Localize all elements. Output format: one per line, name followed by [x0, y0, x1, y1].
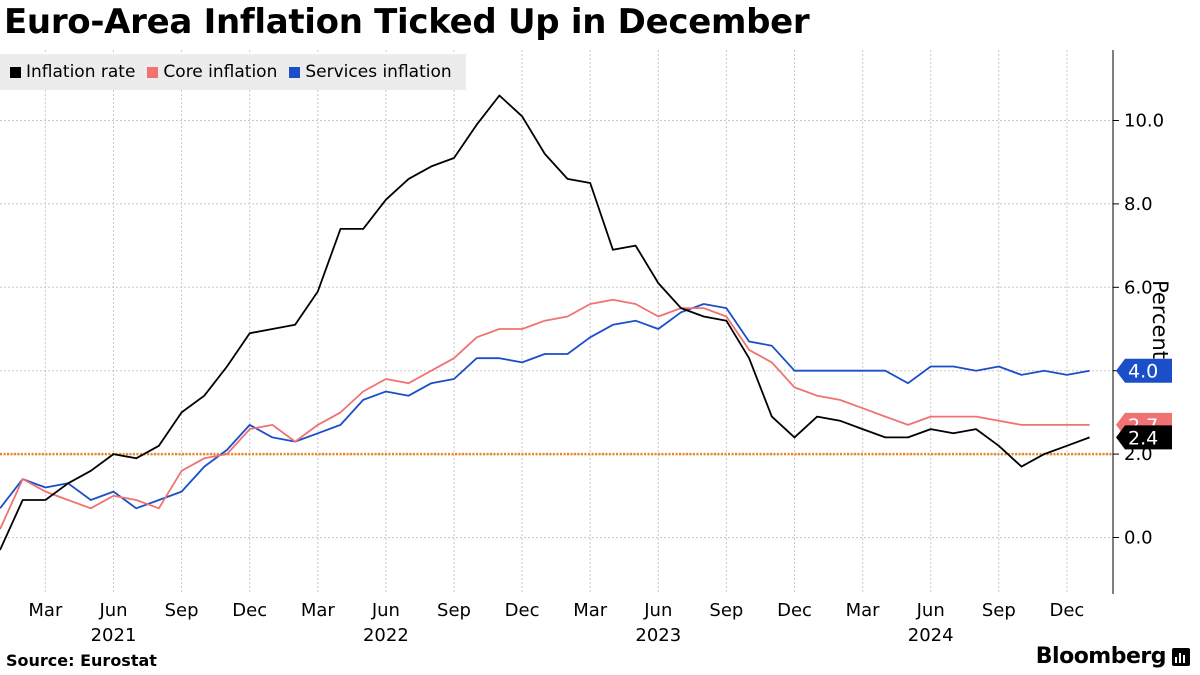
legend-item-core: Core inflation: [147, 62, 277, 82]
x-tick-label: Jun: [916, 600, 945, 621]
x-tick-label: Mar: [846, 600, 881, 621]
x-tick-label: Dec: [505, 600, 540, 621]
inflation-flag: [1116, 425, 1172, 450]
x-tick-label: Sep: [709, 600, 743, 621]
x-tick-label: Sep: [165, 600, 199, 621]
chart-title: Euro-Area Inflation Ticked Up in Decembe…: [4, 2, 810, 42]
brand-logo: Bloomberg: [1036, 644, 1190, 669]
x-tick-label: Dec: [777, 600, 812, 621]
x-tick-label: Jun: [371, 600, 400, 621]
x-tick-label: Jun: [643, 600, 672, 621]
x-tick-label: Mar: [301, 600, 336, 621]
y-tick-label: 10.0: [1124, 111, 1164, 132]
legend-label-services: Services inflation: [305, 62, 452, 82]
y-axis-title: Percent: [1148, 280, 1172, 360]
x-tick-label: Dec: [1049, 600, 1084, 621]
x-year-label: 2022: [363, 625, 409, 646]
x-tick-label: Sep: [437, 600, 471, 621]
legend-swatch-inflation: [10, 66, 21, 78]
legend: Inflation rate Core inflation Services i…: [0, 54, 466, 90]
legend-label-core: Core inflation: [163, 62, 278, 82]
x-tick-label: Dec: [232, 600, 267, 621]
x-year-label: 2024: [908, 625, 954, 646]
x-tick-label: Mar: [28, 600, 63, 621]
series-line-core-inflation: [0, 298, 1090, 530]
legend-swatch-services: [289, 66, 301, 78]
legend-swatch-core: [147, 66, 159, 78]
series-line-services-inflation: [0, 303, 1090, 510]
services-flag: [1116, 358, 1172, 383]
y-tick-label: 8.0: [1124, 194, 1153, 215]
x-tick-label: Sep: [982, 600, 1016, 621]
x-tick-label: Mar: [573, 600, 608, 621]
x-year-label: 2023: [635, 625, 681, 646]
legend-item-services: Services inflation: [289, 62, 452, 82]
brand-name: Bloomberg: [1035, 644, 1167, 669]
legend-label-inflation: Inflation rate: [26, 62, 136, 82]
y-tick-label: 6.0: [1124, 277, 1153, 298]
x-year-label: 2021: [91, 625, 137, 646]
bloomberg-terminal-icon: [1172, 647, 1190, 666]
source-note: Source: Eurostat: [6, 651, 157, 670]
inflation-flag-label: 2.4: [1128, 427, 1158, 449]
legend-item-inflation: Inflation rate: [10, 62, 135, 82]
series-line-inflation-rate: [0, 94, 1090, 551]
x-tick-label: Jun: [98, 600, 127, 621]
y-tick-label: 0.0: [1124, 528, 1153, 549]
services-flag-label: 4.0: [1128, 361, 1158, 383]
